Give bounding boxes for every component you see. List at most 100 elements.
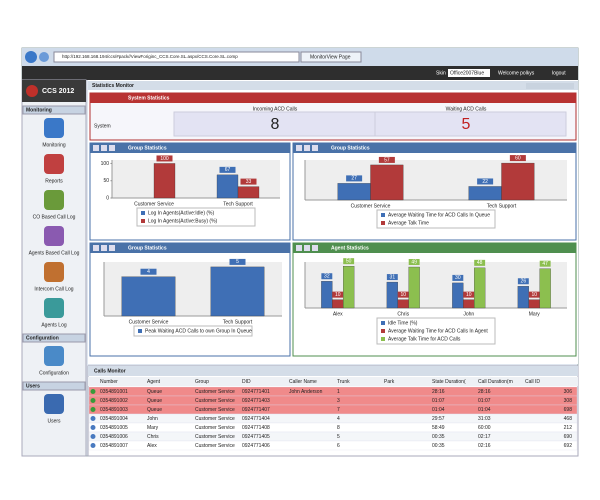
nav-icon[interactable] [44, 154, 64, 174]
value-label: 10 [531, 292, 537, 298]
panel-title: Group Statistics [128, 145, 167, 151]
panel-button[interactable] [304, 145, 310, 151]
nav-icon[interactable] [44, 190, 64, 210]
value-label-box [343, 258, 355, 265]
table-cell: 31:03 [478, 416, 491, 422]
legend-label: Idle Time (%) [388, 320, 418, 326]
nav-label[interactable]: Reports [45, 178, 63, 184]
table-cell: John [147, 416, 158, 422]
nav-label[interactable]: Configuration [39, 370, 69, 376]
panel-button[interactable] [101, 145, 107, 151]
legend-label: Average Talk Time [388, 220, 429, 226]
section-header[interactable] [22, 105, 86, 115]
y-tick-label: 50 [103, 178, 109, 184]
nav-icon[interactable] [44, 346, 64, 366]
value-label: 47 [542, 261, 548, 267]
panel-button[interactable] [93, 245, 99, 251]
section-title: Users [26, 383, 40, 389]
column-header: Agent [147, 379, 161, 385]
section-header[interactable] [22, 381, 86, 391]
table-row[interactable] [88, 440, 578, 451]
table-row[interactable] [88, 395, 578, 406]
column-header: Call Duration(m [478, 379, 513, 385]
logout[interactable]: logout [552, 70, 566, 76]
value-label-box [408, 259, 420, 266]
nav-icon[interactable] [44, 226, 64, 246]
table-cell: 0354891006 [100, 434, 128, 440]
nav-icon[interactable] [44, 118, 64, 138]
address-bar[interactable] [53, 51, 300, 63]
panel-button[interactable] [296, 145, 302, 151]
nav-label[interactable]: Agents Log [41, 322, 67, 328]
table-cell: Customer Service [195, 425, 235, 431]
value-label: 10 [466, 292, 472, 298]
nav-label[interactable]: Agents Based Call Log [29, 250, 80, 256]
section-header[interactable] [22, 333, 86, 343]
column-header: Group [195, 379, 209, 385]
x-tick-label: John [463, 311, 474, 317]
value-label-box [229, 258, 246, 265]
tab-title: MonitorView Page [310, 54, 351, 60]
monitor-title: Statistics Monitor [92, 83, 134, 89]
nav-icon[interactable] [44, 262, 64, 282]
column-header: Park [384, 379, 395, 385]
table-cell: 00:35 [432, 434, 445, 440]
nav-label[interactable]: Monitoring [42, 142, 66, 148]
panel-button[interactable] [304, 245, 310, 251]
nav-label[interactable]: Users [47, 418, 61, 424]
nav-icon[interactable] [44, 394, 64, 414]
table-cell: 0354891003 [100, 407, 128, 413]
table-cell: 0354891001 [100, 389, 128, 395]
table-row[interactable] [88, 386, 578, 397]
panel-button[interactable] [101, 245, 107, 251]
panel-button[interactable] [312, 145, 318, 151]
table-cell: 0924771407 [242, 407, 270, 413]
table-row[interactable] [88, 431, 578, 442]
x-tick-label: Mary [529, 311, 541, 317]
table-cell: Customer Service [195, 407, 235, 413]
column-header: Number [100, 379, 118, 385]
column-header: Caller Name [289, 379, 317, 385]
logo-bar [22, 80, 86, 102]
column-header: DID [242, 379, 251, 385]
nav-label[interactable]: Intercom Call Log [34, 286, 73, 292]
nav-label[interactable]: CO Based Call Log [33, 214, 76, 220]
nav-icon[interactable] [44, 298, 64, 318]
panel-button[interactable] [109, 245, 115, 251]
logo: CCS 2012 [42, 88, 74, 95]
panel-button[interactable] [93, 145, 99, 151]
skin-select[interactable] [448, 69, 490, 77]
forward-button[interactable] [39, 52, 49, 62]
tab[interactable] [300, 51, 362, 63]
table-cell: 0924771403 [242, 398, 270, 404]
panel-button[interactable] [109, 145, 115, 151]
table-row[interactable] [88, 422, 578, 433]
bar [343, 266, 355, 309]
bar [397, 299, 409, 309]
panel-button[interactable] [296, 245, 302, 251]
back-button[interactable] [25, 51, 37, 63]
value-label-box [474, 259, 486, 266]
table-cell: 0924771401 [242, 389, 270, 395]
table-row[interactable] [88, 413, 578, 424]
panel-button[interactable] [312, 245, 318, 251]
legend-swatch [141, 211, 145, 215]
incoming-label: Incoming ACD Calls [253, 106, 298, 112]
address: http://192.168.168.194/ccs/#pack//ViewFo… [62, 54, 238, 59]
x-tick-label: Customer Service [351, 203, 391, 209]
table-cell: 212 [564, 425, 573, 431]
row-icon [90, 407, 96, 412]
value-label: 100 [160, 156, 169, 162]
bar [408, 266, 420, 309]
table-cell: 692 [564, 443, 573, 449]
bar [121, 276, 176, 317]
y-tick-label: 0 [106, 195, 109, 201]
value-label: 26 [521, 279, 527, 285]
table-cell: 29:57 [432, 416, 445, 422]
panel-title: Group Statistics [331, 145, 370, 151]
table-cell: Customer Service [195, 416, 235, 422]
table-row[interactable] [88, 404, 578, 415]
column-header: Call ID [525, 379, 540, 385]
table-cell: Customer Service [195, 398, 235, 404]
